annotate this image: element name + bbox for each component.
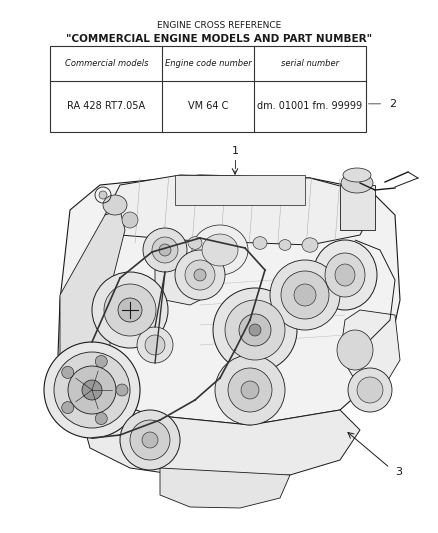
Ellipse shape [54, 352, 130, 428]
Ellipse shape [104, 284, 156, 336]
Ellipse shape [68, 366, 116, 414]
Ellipse shape [225, 300, 285, 360]
Polygon shape [85, 410, 360, 478]
Ellipse shape [145, 335, 165, 355]
Ellipse shape [137, 327, 173, 363]
Ellipse shape [122, 212, 138, 228]
Text: VM 64 C: VM 64 C [188, 101, 228, 111]
Ellipse shape [92, 272, 168, 348]
Ellipse shape [357, 377, 383, 403]
Bar [50, 46, 366, 132]
Polygon shape [155, 255, 215, 305]
Ellipse shape [62, 366, 74, 378]
Ellipse shape [215, 355, 285, 425]
Ellipse shape [341, 173, 373, 193]
Ellipse shape [241, 381, 259, 399]
Ellipse shape [202, 234, 238, 266]
Ellipse shape [118, 298, 142, 322]
Ellipse shape [249, 324, 261, 336]
Ellipse shape [99, 191, 107, 199]
Ellipse shape [44, 342, 140, 438]
Ellipse shape [188, 237, 202, 249]
Text: Commercial models: Commercial models [64, 59, 148, 68]
Ellipse shape [192, 225, 248, 275]
Polygon shape [65, 360, 100, 420]
Text: ENGINE CROSS REFERENCE: ENGINE CROSS REFERENCE [157, 21, 281, 30]
Ellipse shape [143, 228, 187, 272]
Polygon shape [58, 175, 400, 425]
Ellipse shape [348, 368, 392, 412]
Ellipse shape [224, 240, 236, 251]
Ellipse shape [325, 253, 365, 297]
Polygon shape [340, 310, 400, 385]
Ellipse shape [82, 380, 102, 400]
Ellipse shape [103, 195, 127, 215]
Ellipse shape [313, 240, 377, 310]
Ellipse shape [270, 260, 340, 330]
Ellipse shape [337, 330, 373, 370]
Ellipse shape [239, 314, 271, 346]
Polygon shape [60, 210, 125, 385]
Bar [175, 175, 305, 205]
Text: "COMMERCIAL ENGINE MODELS AND PART NUMBER": "COMMERCIAL ENGINE MODELS AND PART NUMBE… [66, 34, 372, 44]
Ellipse shape [62, 402, 74, 414]
Ellipse shape [95, 356, 107, 367]
Ellipse shape [194, 269, 206, 281]
Ellipse shape [343, 168, 371, 182]
Text: 2: 2 [389, 99, 396, 109]
Ellipse shape [213, 288, 297, 372]
Text: Engine code number: Engine code number [165, 59, 251, 68]
Bar [340, 185, 375, 230]
Ellipse shape [159, 244, 171, 256]
Ellipse shape [335, 264, 355, 286]
Ellipse shape [116, 384, 128, 396]
Ellipse shape [120, 410, 180, 470]
Ellipse shape [152, 237, 178, 263]
Ellipse shape [281, 271, 329, 319]
Polygon shape [105, 175, 370, 245]
Text: serial number: serial number [281, 59, 339, 68]
Polygon shape [160, 468, 290, 508]
Ellipse shape [279, 240, 291, 251]
Text: RA 428 RT7.05A: RA 428 RT7.05A [67, 101, 145, 111]
Ellipse shape [228, 368, 272, 412]
Ellipse shape [175, 250, 225, 300]
Ellipse shape [302, 238, 318, 252]
Ellipse shape [185, 260, 215, 290]
Ellipse shape [95, 413, 107, 424]
Text: 3: 3 [395, 467, 402, 477]
Text: 1: 1 [232, 146, 239, 156]
Text: dm. 01001 fm. 99999: dm. 01001 fm. 99999 [257, 101, 362, 111]
Ellipse shape [130, 420, 170, 460]
Ellipse shape [253, 237, 267, 249]
Ellipse shape [142, 432, 158, 448]
Ellipse shape [294, 284, 316, 306]
